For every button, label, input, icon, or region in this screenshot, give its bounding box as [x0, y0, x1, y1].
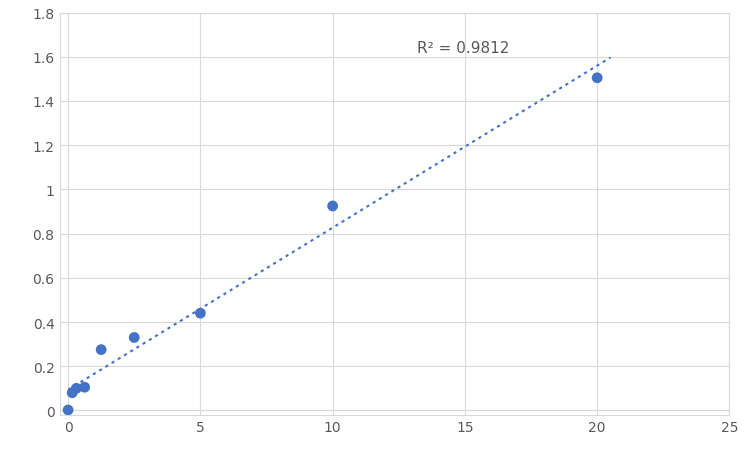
Point [591, 75, 603, 82]
Point [66, 389, 78, 396]
Point [326, 203, 338, 210]
Point [71, 385, 83, 392]
Point [128, 334, 140, 341]
Text: R² = 0.9812: R² = 0.9812 [417, 41, 510, 56]
Point [62, 406, 74, 414]
Point [79, 384, 91, 391]
Point [194, 310, 206, 317]
Point [96, 346, 108, 354]
